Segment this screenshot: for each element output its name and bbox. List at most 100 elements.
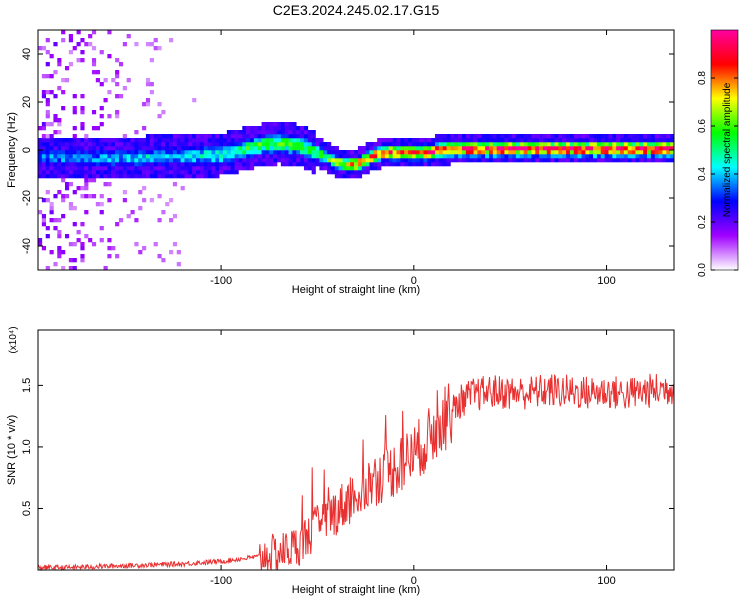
spectrogram-cell-50 [45, 142, 50, 147]
spectrogram-cell-175 [68, 150, 73, 155]
spectrogram-cell-1626 [654, 158, 659, 163]
spectrogram-cell-588 [169, 154, 174, 159]
spectrogram-cell-491 [145, 174, 151, 179]
spectrogram-x-tick-label-2: 100 [597, 275, 615, 287]
spectrogram-cell-1072 [350, 150, 355, 155]
spectrogram-cell-1294 [469, 142, 474, 147]
spectrogram-cell-1544 [608, 150, 613, 155]
spectrogram-cell-1137 [384, 142, 390, 147]
spectrogram-cell-912 [280, 130, 285, 135]
spectrogram-cell-1446 [554, 150, 559, 155]
spectrogram-cell-684 [199, 154, 205, 159]
spectrogram-cell-139 [61, 146, 66, 151]
spectrogram-cell-519 [149, 90, 154, 95]
spectrogram-cell-1026 [327, 154, 332, 159]
spectrogram-cell-419 [122, 146, 127, 151]
spectrogram-cell-811 [246, 154, 251, 159]
spectrogram-cell-1380 [515, 134, 521, 139]
spectrogram-cell-664 [192, 142, 197, 147]
spectrogram-cell-1379 [515, 138, 521, 143]
spectrogram-cell-1229 [435, 138, 440, 143]
spectrogram-cell-813 [246, 146, 251, 151]
spectrogram-cell-448 [130, 138, 135, 143]
spectrogram-cell-1179 [408, 142, 413, 147]
spectrogram-cell-844 [257, 146, 262, 151]
spectrogram-cell-51 [45, 138, 50, 143]
spectrogram-cell-32 [41, 122, 46, 127]
spectrogram-cell-1336 [492, 142, 497, 147]
spectrogram-cell-1096 [365, 166, 370, 171]
snr-y-tick-label-0: 0.5 [21, 501, 33, 516]
spectrogram-cell-1131 [381, 138, 386, 143]
spectrogram-cell-1307 [477, 146, 482, 151]
spectrogram-cell-166 [68, 206, 73, 211]
spectrogram-cell-1611 [643, 134, 648, 139]
spectrogram-cell-203 [72, 94, 77, 99]
spectrogram-cell-270 [88, 162, 93, 167]
spectrogram-cell-431 [126, 154, 131, 159]
spectrogram-cell-19 [41, 198, 46, 203]
spectrogram-cell-465 [138, 190, 143, 195]
spectrogram-cell-41 [45, 190, 50, 195]
spectrogram-cell-631 [180, 142, 185, 147]
spectrogram-cell-1024 [327, 162, 332, 167]
spectrogram-cell-1049 [338, 158, 343, 163]
spectrogram-cell-1432 [546, 150, 551, 155]
spectrogram-cell-724 [215, 170, 220, 175]
spectrogram-cell-1503 [585, 146, 590, 151]
spectrogram-cell-1125 [381, 162, 386, 167]
spectrogram-cell-905 [280, 158, 285, 163]
spectrogram-cell-1454 [558, 146, 563, 151]
spectrogram-cell-637 [184, 162, 189, 167]
spectrogram-cell-539 [157, 194, 162, 199]
spectrogram-cell-911 [280, 134, 285, 139]
spectrogram-cell-1185 [411, 146, 417, 151]
spectrogram-cell-1017 [323, 158, 328, 163]
spectrogram-cell-1300 [473, 146, 478, 151]
spectrogram-cell-1489 [577, 146, 582, 151]
spectrogram-cell-16 [41, 222, 46, 227]
spectrogram-cell-763 [226, 134, 232, 139]
spectrogram-cell-1409 [535, 158, 540, 163]
spectrogram-cell-931 [288, 142, 293, 147]
spectrogram-cell-1650 [666, 146, 671, 151]
spectrogram-cell-730 [215, 146, 220, 151]
spectrogram-cell-1312 [481, 154, 486, 159]
spectrogram-cell-1554 [612, 138, 617, 143]
spectrogram-cell-409 [118, 62, 124, 67]
spectrogram-cell-1084 [357, 158, 363, 163]
spectrogram-cell-795 [238, 134, 243, 139]
spectrogram-cell-1600 [639, 150, 644, 155]
spectrogram-cell-1389 [523, 154, 528, 159]
spectrogram-cell-264 [88, 238, 93, 243]
spectrogram-cell-1596 [635, 138, 640, 143]
spectrogram-cell-301 [95, 170, 100, 175]
spectrogram-cell-659 [192, 162, 197, 167]
spectrogram-cell-161 [64, 78, 70, 83]
spectrogram-cell-124 [57, 62, 62, 67]
spectrogram-cell-615 [176, 158, 181, 163]
spectrogram-cell-1594 [635, 146, 640, 151]
spectrogram-cell-1046 [338, 170, 343, 175]
spectrogram-cell-168 [68, 182, 73, 187]
spectrogram-cell-421 [122, 138, 127, 143]
spectrogram-cell-710 [207, 138, 212, 143]
spectrogram-cell-303 [95, 162, 100, 167]
spectrogram-cell-48 [45, 150, 50, 155]
spectrogram-cell-820 [250, 162, 255, 167]
spectrogram-cell-331 [99, 82, 104, 87]
spectrogram-cell-1216 [431, 162, 436, 167]
spectrogram-cell-1012 [319, 146, 324, 151]
spectrogram-cell-941 [292, 146, 297, 151]
spectrogram-cell-24 [41, 158, 46, 163]
spectrogram-cell-130 [61, 194, 66, 199]
spectrogram-cell-1318 [485, 158, 490, 163]
spectrogram-cell-1259 [450, 142, 455, 147]
spectrogram-cell-1347 [500, 154, 505, 159]
spectrogram-cell-1255 [450, 158, 455, 163]
spectrogram-cell-1006 [315, 138, 320, 143]
spectrogram-cell-466 [138, 174, 143, 179]
spectrogram-cell-368 [111, 170, 116, 175]
spectrogram-cell-922 [284, 134, 289, 139]
